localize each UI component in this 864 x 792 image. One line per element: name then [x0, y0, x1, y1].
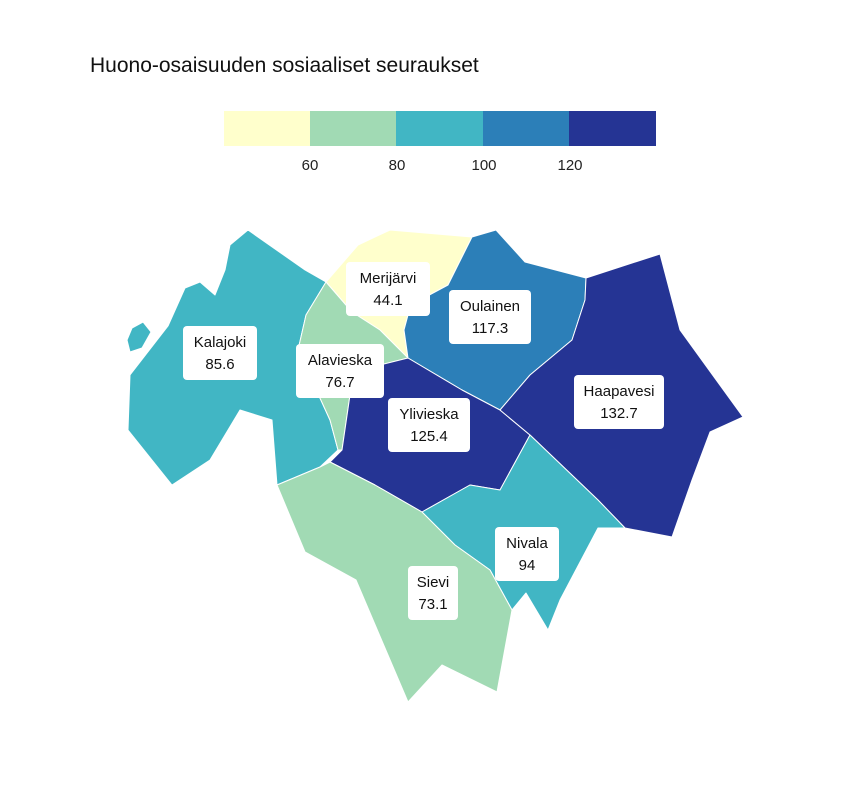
label-box	[388, 398, 470, 452]
region-shapes	[126, 229, 744, 703]
region-labels: Merijärvi 44.1 Oulainen 117.3 Kalajoki 8…	[183, 262, 664, 620]
label-merijarvi: Merijärvi 44.1	[346, 262, 430, 316]
label-box	[495, 527, 559, 581]
legend-tick-120: 120	[557, 157, 582, 174]
region-name: Alavieska	[308, 352, 373, 369]
label-box	[574, 375, 664, 429]
label-box	[346, 262, 430, 316]
legend-bin-1	[224, 111, 311, 146]
region-value: 44.1	[373, 292, 402, 309]
label-haapavesi: Haapavesi 132.7	[574, 375, 664, 429]
legend-tick-100: 100	[471, 157, 496, 174]
region-name: Haapavesi	[584, 383, 655, 400]
label-box	[183, 326, 257, 380]
label-ylivieska: Ylivieska 125.4	[388, 398, 470, 452]
label-nivala: Nivala 94	[495, 527, 559, 581]
region-value: 125.4	[410, 428, 448, 445]
page-title: Huono-osaisuuden sosiaaliset seuraukset	[90, 54, 479, 77]
region-value: 76.7	[325, 374, 354, 391]
label-sievi: Sievi 73.1	[408, 566, 458, 620]
region-value: 117.3	[472, 320, 508, 337]
region-value: 132.7	[600, 405, 638, 422]
label-alavieska: Alavieska 76.7	[296, 344, 384, 398]
legend-tick-60: 60	[302, 157, 319, 174]
legend-bin-5	[569, 111, 656, 146]
legend-bins	[224, 111, 656, 146]
legend-tick-80: 80	[389, 157, 406, 174]
region-name: Nivala	[506, 535, 548, 552]
region-name: Kalajoki	[194, 334, 247, 351]
legend: 60 80 100 120	[224, 111, 656, 174]
region-value: 85.6	[205, 356, 234, 373]
label-kalajoki: Kalajoki 85.6	[183, 326, 257, 380]
label-box	[408, 566, 458, 620]
label-box	[449, 290, 531, 344]
region-sievi[interactable]	[276, 461, 513, 703]
region-name: Merijärvi	[360, 270, 417, 287]
region-name: Sievi	[417, 574, 450, 591]
legend-bin-2	[310, 111, 397, 146]
region-value: 94	[519, 557, 536, 574]
legend-bin-3	[396, 111, 484, 146]
region-kalajoki-island[interactable]	[126, 321, 152, 353]
label-oulainen: Oulainen 117.3	[449, 290, 531, 344]
legend-bin-4	[483, 111, 570, 146]
region-name: Ylivieska	[399, 406, 459, 423]
region-value: 73.1	[418, 596, 447, 613]
region-name: Oulainen	[460, 298, 520, 315]
legend-ticks: 60 80 100 120	[302, 157, 583, 174]
label-box	[296, 344, 384, 398]
